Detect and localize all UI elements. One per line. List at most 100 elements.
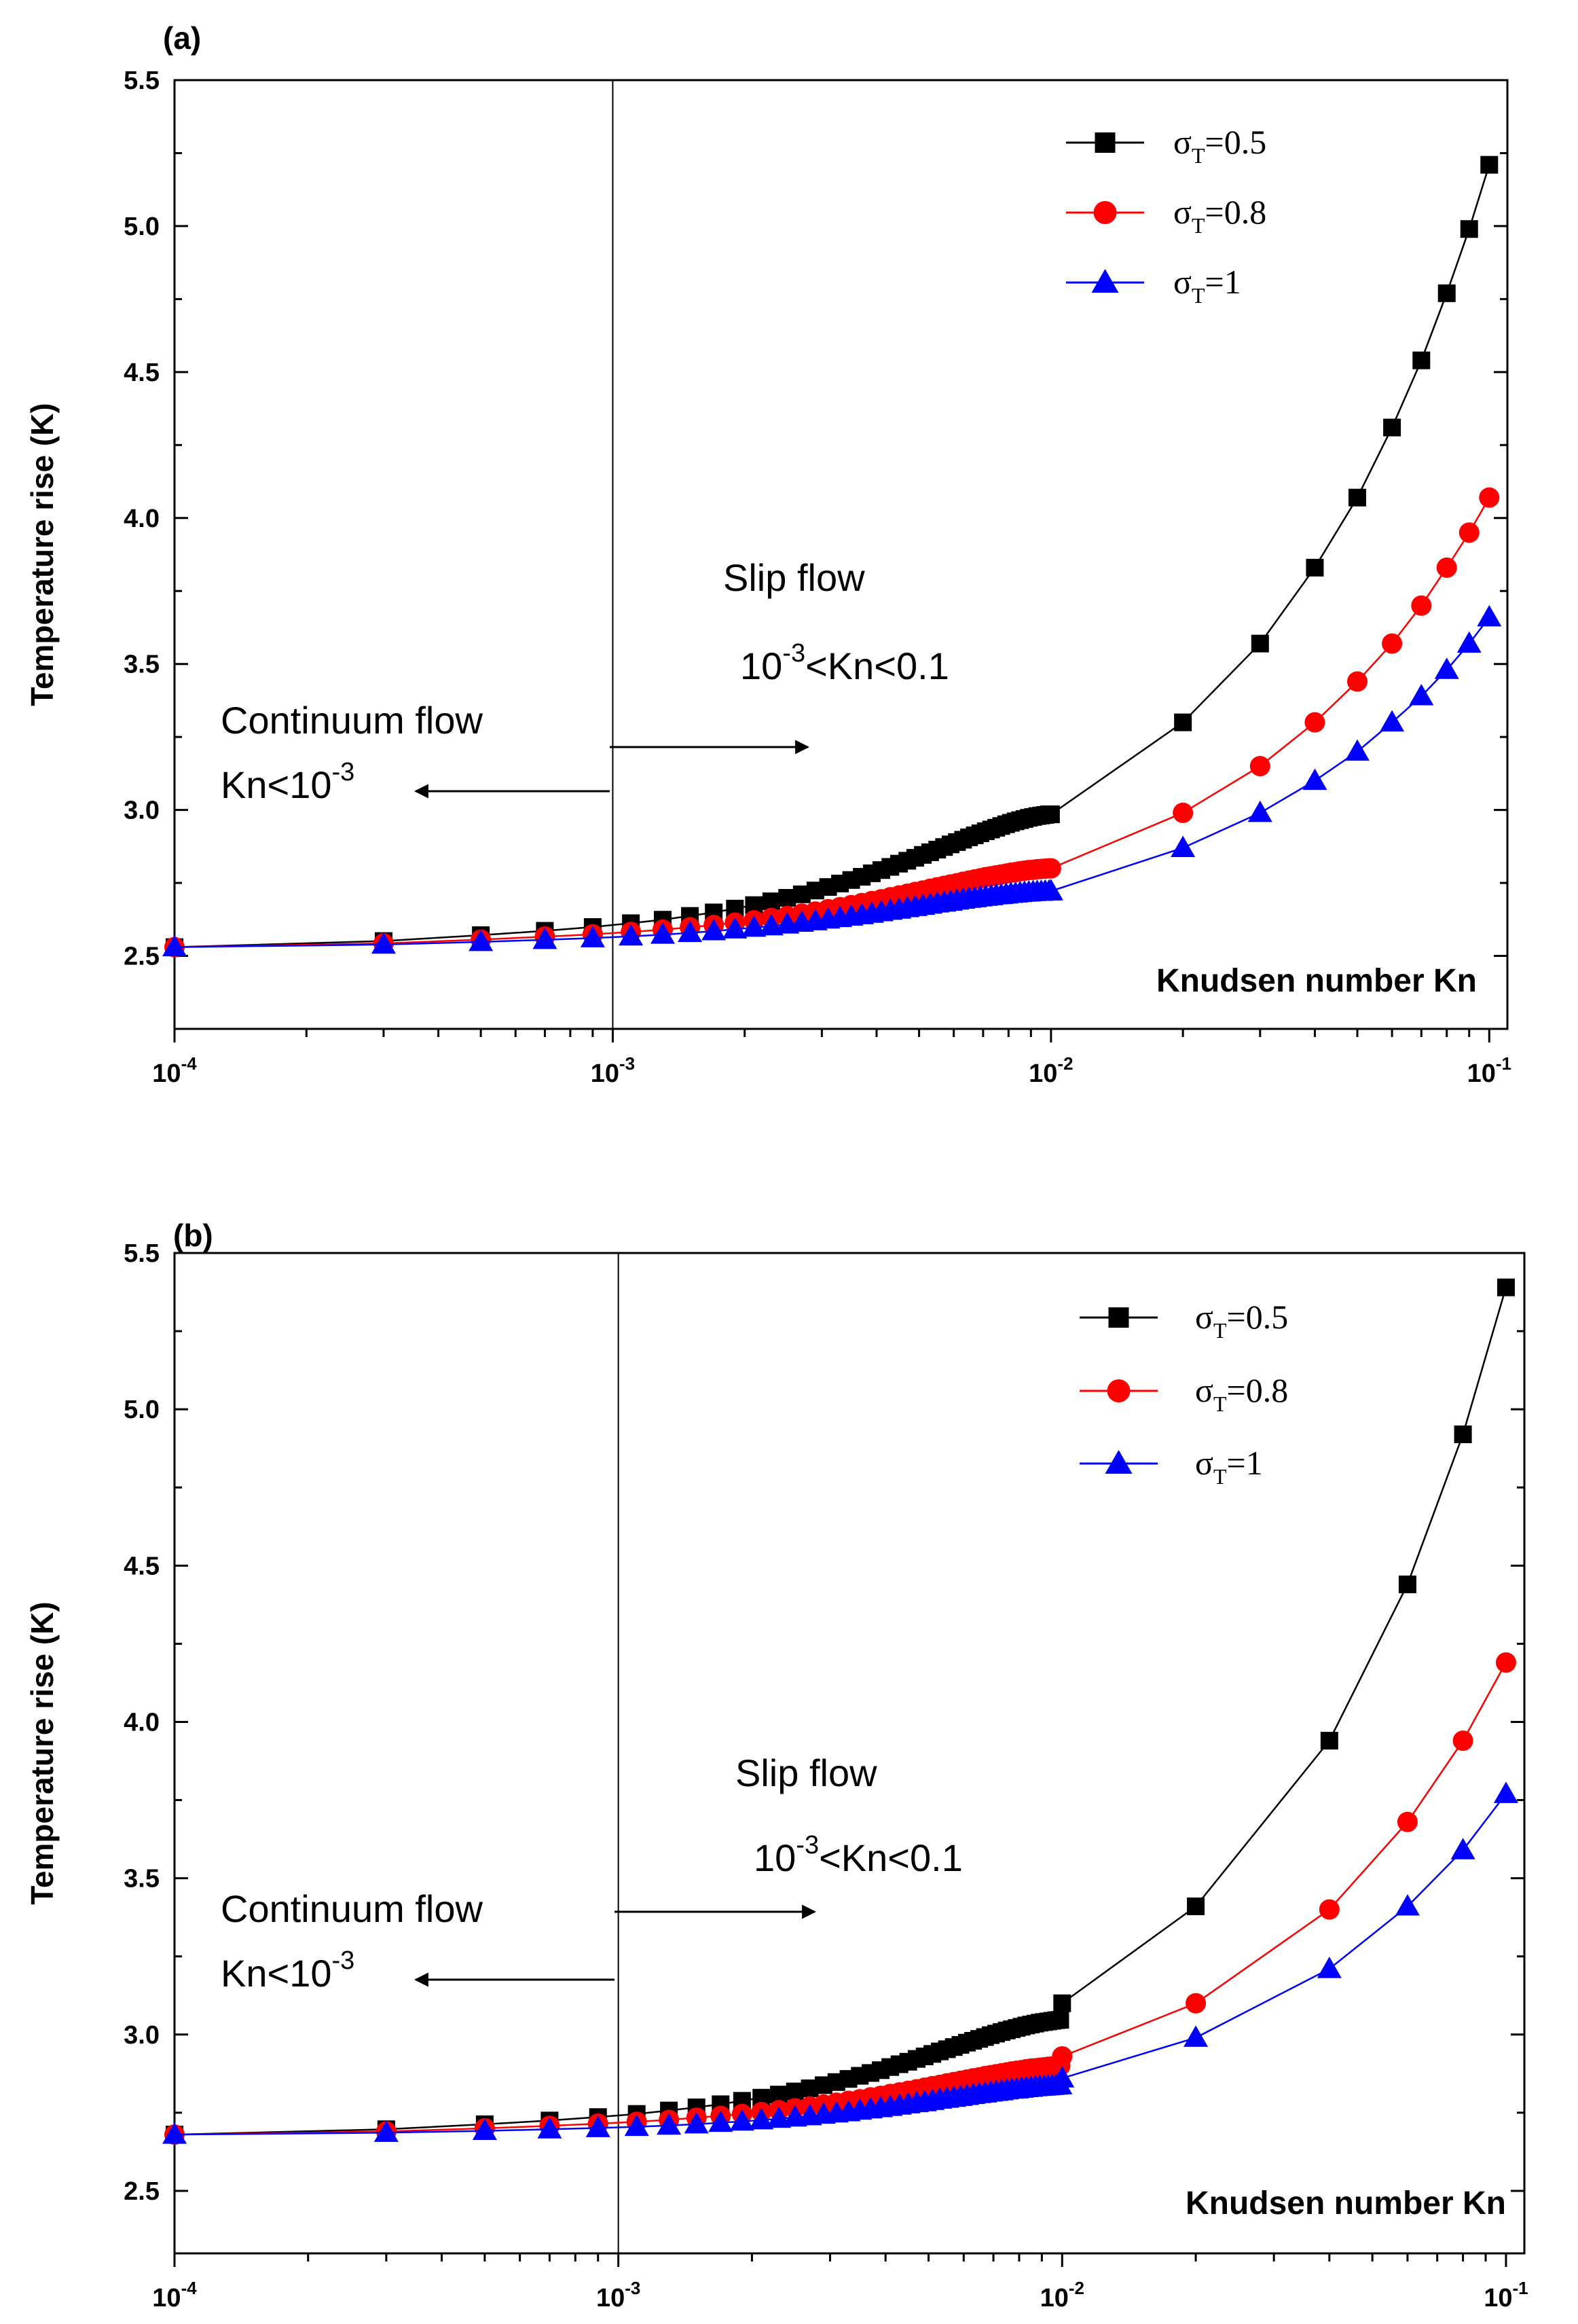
continuum-range-label: Kn<10-3 xyxy=(221,1946,354,1995)
legend-label: σT=0.5 xyxy=(1195,1298,1288,1343)
data-point xyxy=(1304,712,1325,733)
legend-value: =0.8 xyxy=(1227,1371,1289,1409)
data-point xyxy=(1458,522,1480,543)
data-point xyxy=(624,2114,649,2137)
y-tick-label: 4.0 xyxy=(124,1708,160,1737)
x-tick-base: 10 xyxy=(1040,2284,1069,2312)
data-point xyxy=(373,2120,399,2142)
data-point xyxy=(1411,595,1432,616)
data-point xyxy=(469,929,494,951)
legend-subscript: T xyxy=(1192,213,1205,238)
x-tick-label: 10-4 xyxy=(152,1053,197,1088)
data-point xyxy=(1383,418,1401,437)
y-tick-label: 2.5 xyxy=(124,2177,160,2206)
data-point xyxy=(1050,2066,1075,2088)
y-tick-label: 3.5 xyxy=(124,651,160,679)
x-tick-exponent: -4 xyxy=(181,2278,198,2298)
data-point xyxy=(1395,1894,1420,1916)
data-point xyxy=(1052,2046,1073,2067)
y-tick-label: 4.5 xyxy=(124,359,160,387)
data-point xyxy=(1454,1425,1472,1443)
data-point xyxy=(1186,1993,1207,2014)
legend-symbol: σ xyxy=(1173,123,1192,161)
legend-symbol: σ xyxy=(1195,1371,1213,1409)
data-point xyxy=(1306,558,1324,577)
data-point xyxy=(1038,879,1063,901)
data-point xyxy=(162,2122,187,2144)
y-axis-label: Temperature rise (K) xyxy=(24,1601,60,1905)
data-point xyxy=(532,927,557,949)
data-point xyxy=(1412,351,1431,369)
legend-entry: σT=1 xyxy=(1080,1444,1263,1489)
legend-subscript: T xyxy=(1213,1318,1227,1343)
data-point xyxy=(1456,631,1482,653)
y-tick-label: 5.5 xyxy=(124,1239,160,1268)
x-axis-label: Knudsen number Kn xyxy=(1156,963,1477,999)
data-point xyxy=(1187,1898,1205,1916)
legend-value: =1 xyxy=(1205,263,1241,301)
data-point xyxy=(1302,768,1327,791)
data-point xyxy=(472,2118,497,2141)
continuum-flow-label: Continuum flow xyxy=(221,1887,483,1930)
y-tick-label: 5.0 xyxy=(124,213,160,241)
data-point xyxy=(708,2110,733,2132)
slip-flow-label: Slip flow xyxy=(723,556,865,599)
x-tick-exponent: -4 xyxy=(181,1053,198,1074)
legend-entry: σT=0.5 xyxy=(1080,1298,1288,1343)
data-point xyxy=(1497,1278,1515,1296)
data-point xyxy=(1382,633,1403,654)
data-point xyxy=(701,919,727,941)
x-axis-label: Knudsen number Kn xyxy=(1186,2185,1506,2221)
panel-label: (a) xyxy=(163,20,201,56)
legend-symbol: σ xyxy=(1173,263,1192,301)
slip-range-rest: <Kn<0.1 xyxy=(805,644,949,687)
x-tick-exponent: -1 xyxy=(1496,1053,1511,1074)
data-point xyxy=(1317,1957,1342,1978)
data-point xyxy=(722,917,748,939)
chart-panel-a: 2.53.03.54.04.55.05.510-4 10-3 10-2 10-1Tem… xyxy=(24,20,1511,1088)
legend-entry: σT=0.8 xyxy=(1066,193,1266,238)
data-point xyxy=(619,924,644,946)
legend-symbol: σ xyxy=(1195,1444,1213,1482)
slip-range-exponent: -3 xyxy=(782,639,805,668)
data-point xyxy=(767,2106,792,2128)
x-tick-exponent: -3 xyxy=(625,2278,640,2298)
legend-subscript: T xyxy=(1213,1392,1227,1416)
data-point xyxy=(1040,858,1061,879)
data-point xyxy=(585,2116,610,2137)
data-point xyxy=(1409,683,1434,706)
legend-subscript: T xyxy=(1192,283,1205,308)
legend-label: σT=1 xyxy=(1195,1444,1263,1489)
legend-marker xyxy=(1108,1307,1129,1328)
y-tick-label: 4.0 xyxy=(124,505,160,533)
data-point xyxy=(657,2113,682,2135)
y-tick-label: 3.0 xyxy=(124,2021,160,2050)
y-tick-label: 4.5 xyxy=(124,1552,160,1580)
x-tick-base: 10 xyxy=(1029,1059,1057,1088)
data-point xyxy=(1477,604,1502,627)
data-point xyxy=(1450,1838,1475,1859)
data-point xyxy=(1053,1994,1071,2012)
slip-range-rest: <Kn<0.1 xyxy=(819,1836,963,1879)
data-point xyxy=(1251,634,1269,653)
data-point xyxy=(537,2117,562,2139)
data-point xyxy=(1247,800,1272,822)
continuum-range-base: Kn<10 xyxy=(221,1952,332,1995)
continuum-range-label: Kn<10-3 xyxy=(221,758,354,806)
y-tick-label: 2.5 xyxy=(124,943,160,971)
data-point xyxy=(162,934,187,957)
data-point xyxy=(1173,802,1194,823)
legend-label: σT=0.8 xyxy=(1195,1371,1288,1416)
data-point xyxy=(1344,739,1370,761)
data-point xyxy=(1480,156,1499,174)
legend-marker xyxy=(1093,201,1117,224)
x-tick-base: 10 xyxy=(1467,1059,1496,1088)
data-point xyxy=(786,2082,804,2101)
legend-symbol: σ xyxy=(1173,193,1192,231)
data-point xyxy=(1042,805,1060,824)
continuum-flow-label: Continuum flow xyxy=(221,699,483,742)
legend-value: =0.8 xyxy=(1205,193,1267,231)
data-point xyxy=(1184,2025,1209,2047)
data-point xyxy=(741,915,767,937)
